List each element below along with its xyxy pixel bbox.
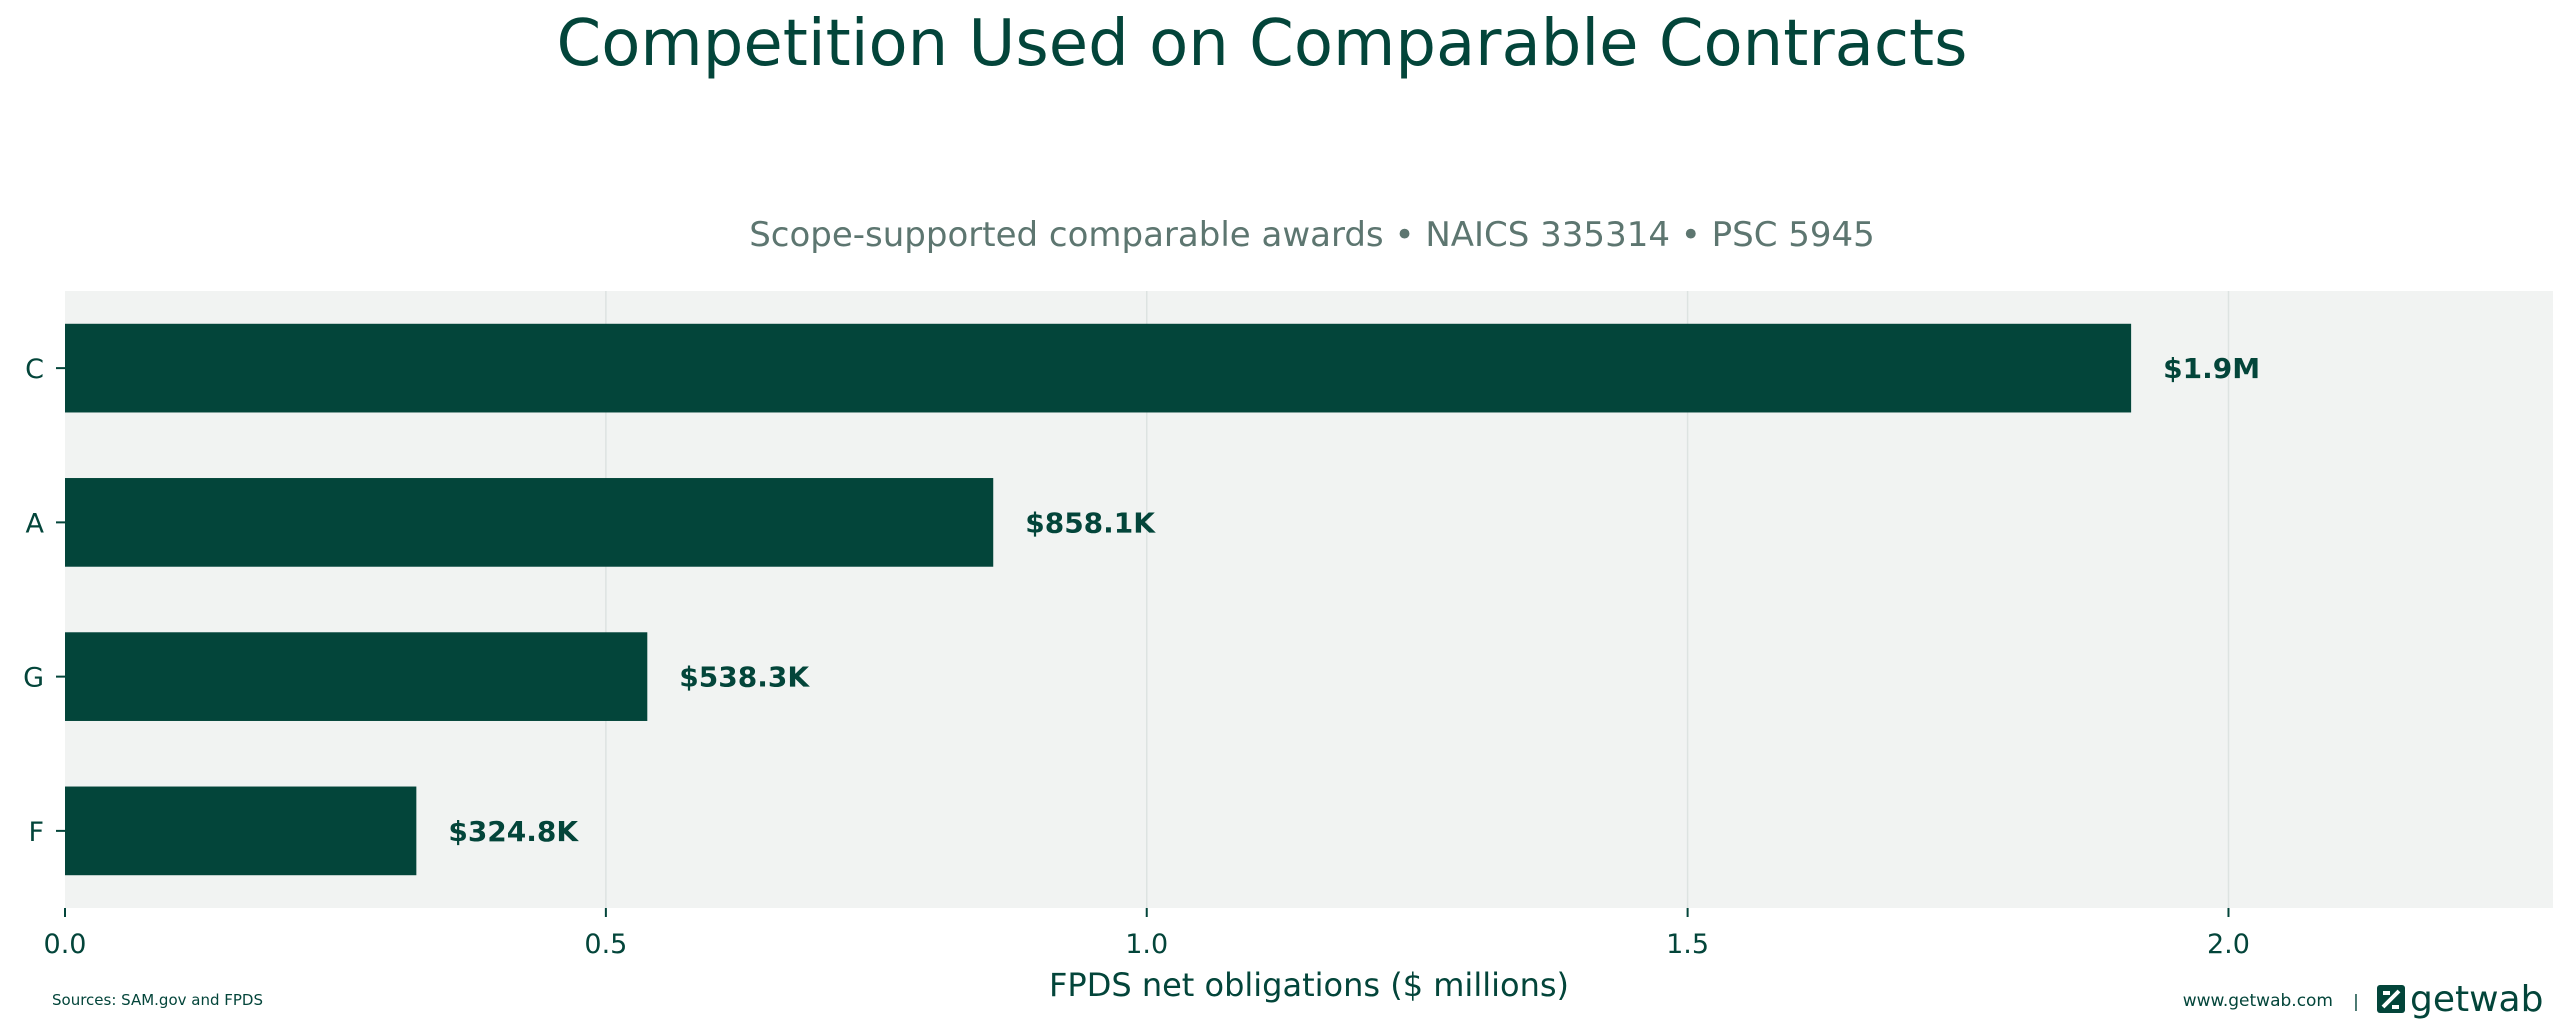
footer-separator: |	[2353, 992, 2359, 1012]
getwab-logo-icon	[2377, 985, 2405, 1013]
brand-name: getwab	[2410, 979, 2543, 1020]
data-labels: $1.9M $858.1K $538.3K $324.8K	[448, 352, 2260, 848]
bar	[65, 323, 2132, 413]
y-axis: C A G F	[23, 354, 65, 848]
y-tick-label: G	[23, 663, 44, 694]
data-label: $538.3K	[679, 661, 810, 694]
y-tick-label: C	[25, 354, 44, 385]
y-tick-label: A	[26, 508, 45, 539]
data-label: $858.1K	[1025, 506, 1156, 539]
website-link[interactable]: www.getwab.com	[2183, 991, 2333, 1011]
bar	[65, 786, 417, 876]
x-tick-label: 1.0	[1125, 929, 1168, 960]
x-axis: 0.0 0.5 1.0 1.5 2.0	[44, 908, 2250, 960]
bar	[65, 478, 994, 567]
bar	[65, 632, 648, 721]
chart-title: Competition Used on Comparable Contracts	[557, 7, 1968, 81]
x-tick-label: 2.0	[2207, 929, 2250, 960]
source-note: Sources: SAM.gov and FPDS	[52, 991, 263, 1009]
x-axis-label: FPDS net obligations ($ millions)	[1049, 966, 1569, 1004]
x-tick-label: 0.0	[44, 929, 87, 960]
bars	[65, 323, 2132, 876]
data-label: $324.8K	[448, 815, 579, 848]
data-label: $1.9M	[2163, 352, 2260, 385]
chart-subtitle: Scope-supported comparable awards • NAIC…	[749, 215, 1875, 255]
y-tick-label: F	[28, 817, 44, 848]
x-tick-label: 1.5	[1666, 929, 1709, 960]
x-tick-label: 0.5	[584, 929, 627, 960]
